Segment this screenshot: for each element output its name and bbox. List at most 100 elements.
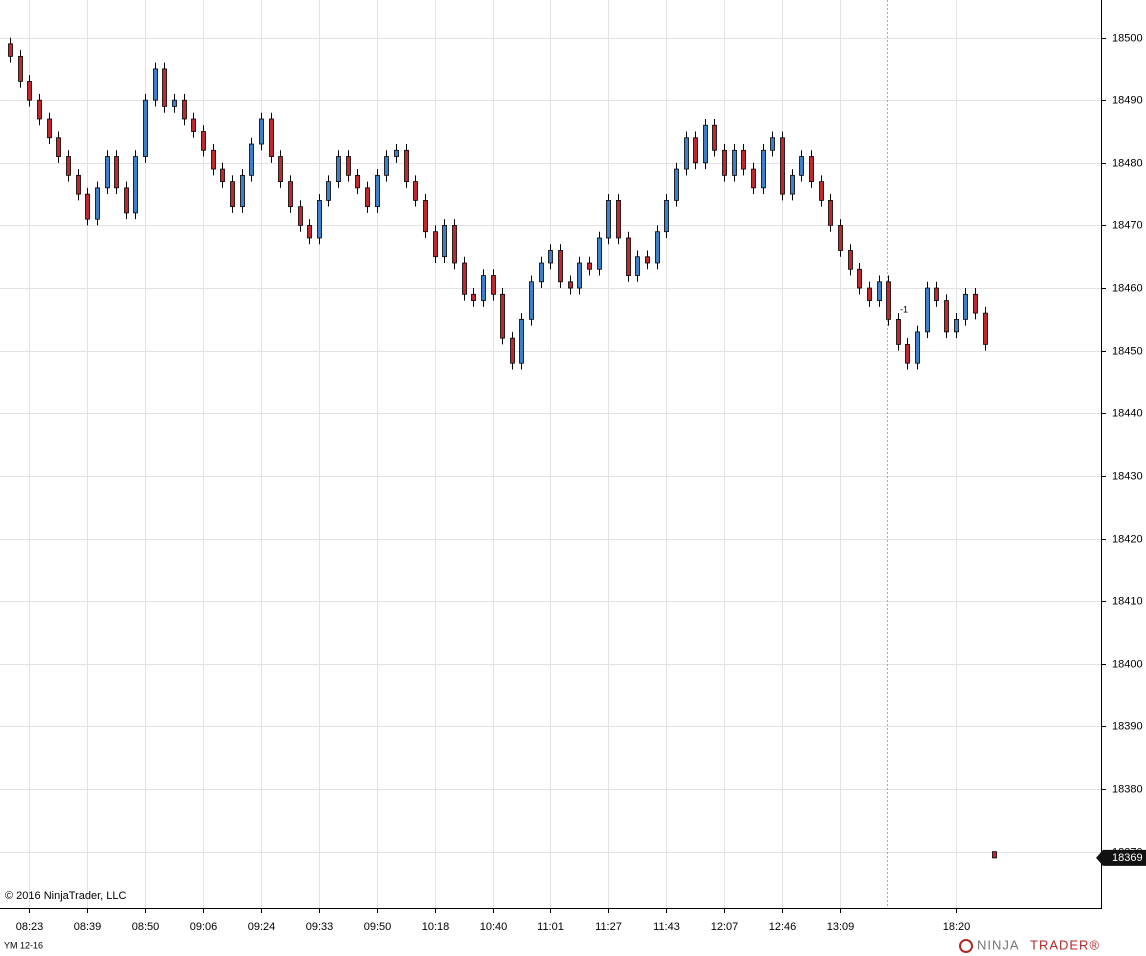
- candle-body: [336, 156, 341, 183]
- candle-body: [471, 293, 476, 301]
- logo: NINJA TRADER®: [959, 937, 1100, 953]
- candle-body: [162, 68, 167, 107]
- x-tick-label: 12:07: [711, 921, 739, 933]
- candle-body: [491, 275, 496, 295]
- candle-body: [355, 174, 360, 189]
- candle-body: [693, 137, 698, 164]
- grid: [0, 0, 1101, 908]
- candle-body: [770, 137, 775, 151]
- logo-left: NINJA: [977, 937, 1020, 952]
- candle-body: [905, 344, 910, 364]
- candle-body: [519, 318, 524, 364]
- y-tick-label: 18410: [1112, 595, 1143, 607]
- candle-body: [114, 156, 119, 189]
- candle-body: [452, 225, 457, 264]
- candle-body: [85, 193, 90, 220]
- candle-body: [741, 149, 746, 170]
- y-tick-label: 18400: [1112, 658, 1143, 670]
- candle-body: [259, 118, 264, 145]
- candle-body: [288, 181, 293, 208]
- candle-body: [66, 156, 71, 176]
- candle-body: [799, 156, 804, 176]
- candle-body: [568, 281, 573, 289]
- candle-body: [558, 250, 563, 283]
- candle-body: [56, 137, 61, 157]
- candle-body: [655, 231, 660, 264]
- candle-body: [298, 206, 303, 226]
- candle-body: [780, 137, 785, 195]
- x-tick-label: 08:39: [74, 921, 102, 933]
- candle-body: [973, 293, 978, 314]
- candle-body: [983, 312, 988, 345]
- candle-body: [153, 68, 158, 101]
- candle-body: [703, 124, 708, 164]
- candle-body: [819, 181, 824, 201]
- candle-body: [809, 156, 814, 183]
- candle-body: [944, 300, 949, 333]
- candle-body: [76, 174, 81, 195]
- candle-body: [616, 199, 621, 239]
- candle-body: [597, 237, 602, 270]
- x-tick-label: 12:46: [769, 921, 797, 933]
- candle-body: [510, 337, 515, 364]
- y-tick-label: 18390: [1112, 720, 1143, 732]
- candle-body: [47, 118, 52, 139]
- candle-body: [626, 237, 631, 276]
- instrument: YM 12-16: [4, 940, 43, 950]
- y-tick-label: 18490: [1112, 94, 1143, 106]
- candle-body: [848, 250, 853, 270]
- candle-body: [481, 275, 486, 301]
- y-tick-label: 18500: [1112, 32, 1143, 44]
- x-tick-label: 09:33: [306, 921, 334, 933]
- candle-body: [307, 225, 312, 239]
- candle-body: [124, 187, 129, 214]
- candle-body: [269, 118, 274, 157]
- candle-body: [684, 137, 689, 170]
- x-tick-label: 09:50: [364, 921, 392, 933]
- candle-body: [896, 318, 901, 345]
- candle-body: [828, 199, 833, 226]
- x-tick-label: 10:40: [480, 921, 508, 933]
- candle-body: [886, 281, 891, 320]
- logo-right: TRADER®: [1030, 937, 1100, 952]
- candle-body: [934, 287, 939, 301]
- candle-body: [790, 174, 795, 195]
- candle-body: [375, 174, 380, 208]
- candle-body: [191, 118, 196, 132]
- candle-body: [365, 187, 370, 208]
- candle-body: [500, 293, 505, 339]
- candle-body: [462, 262, 467, 295]
- candle-body: [172, 99, 177, 107]
- candle-body: [761, 149, 766, 189]
- candle-body: [877, 281, 882, 301]
- candle-body: [182, 99, 187, 120]
- x-tick-label: 10:18: [422, 921, 450, 933]
- candle-body: [95, 187, 100, 220]
- candle-body: [674, 168, 679, 201]
- candle-body: [317, 199, 322, 239]
- candle-body: [384, 156, 389, 176]
- copyright: © 2016 NinjaTrader, LLC: [5, 890, 126, 902]
- candle-body: [442, 225, 447, 258]
- candle-body: [201, 131, 206, 151]
- candle-body: [867, 287, 872, 301]
- candle-body: [954, 318, 959, 333]
- candle-body: [732, 149, 737, 176]
- y-tick-label: 18480: [1112, 157, 1143, 169]
- candle-body: [963, 293, 968, 320]
- candle-body: [105, 156, 110, 189]
- candle-body: [133, 156, 138, 214]
- candle-body: [394, 149, 399, 157]
- candle-body: [587, 262, 592, 270]
- y-tick-label: 18440: [1112, 407, 1143, 419]
- candle-body: [645, 256, 650, 264]
- candle-body: [240, 174, 245, 208]
- x-tick-label: 11:43: [653, 921, 680, 933]
- y-tick-label: 18430: [1112, 470, 1143, 482]
- candle-body: [992, 851, 997, 859]
- candle-body: [548, 250, 553, 264]
- candle-body: [27, 81, 32, 101]
- candle-body: [143, 99, 148, 157]
